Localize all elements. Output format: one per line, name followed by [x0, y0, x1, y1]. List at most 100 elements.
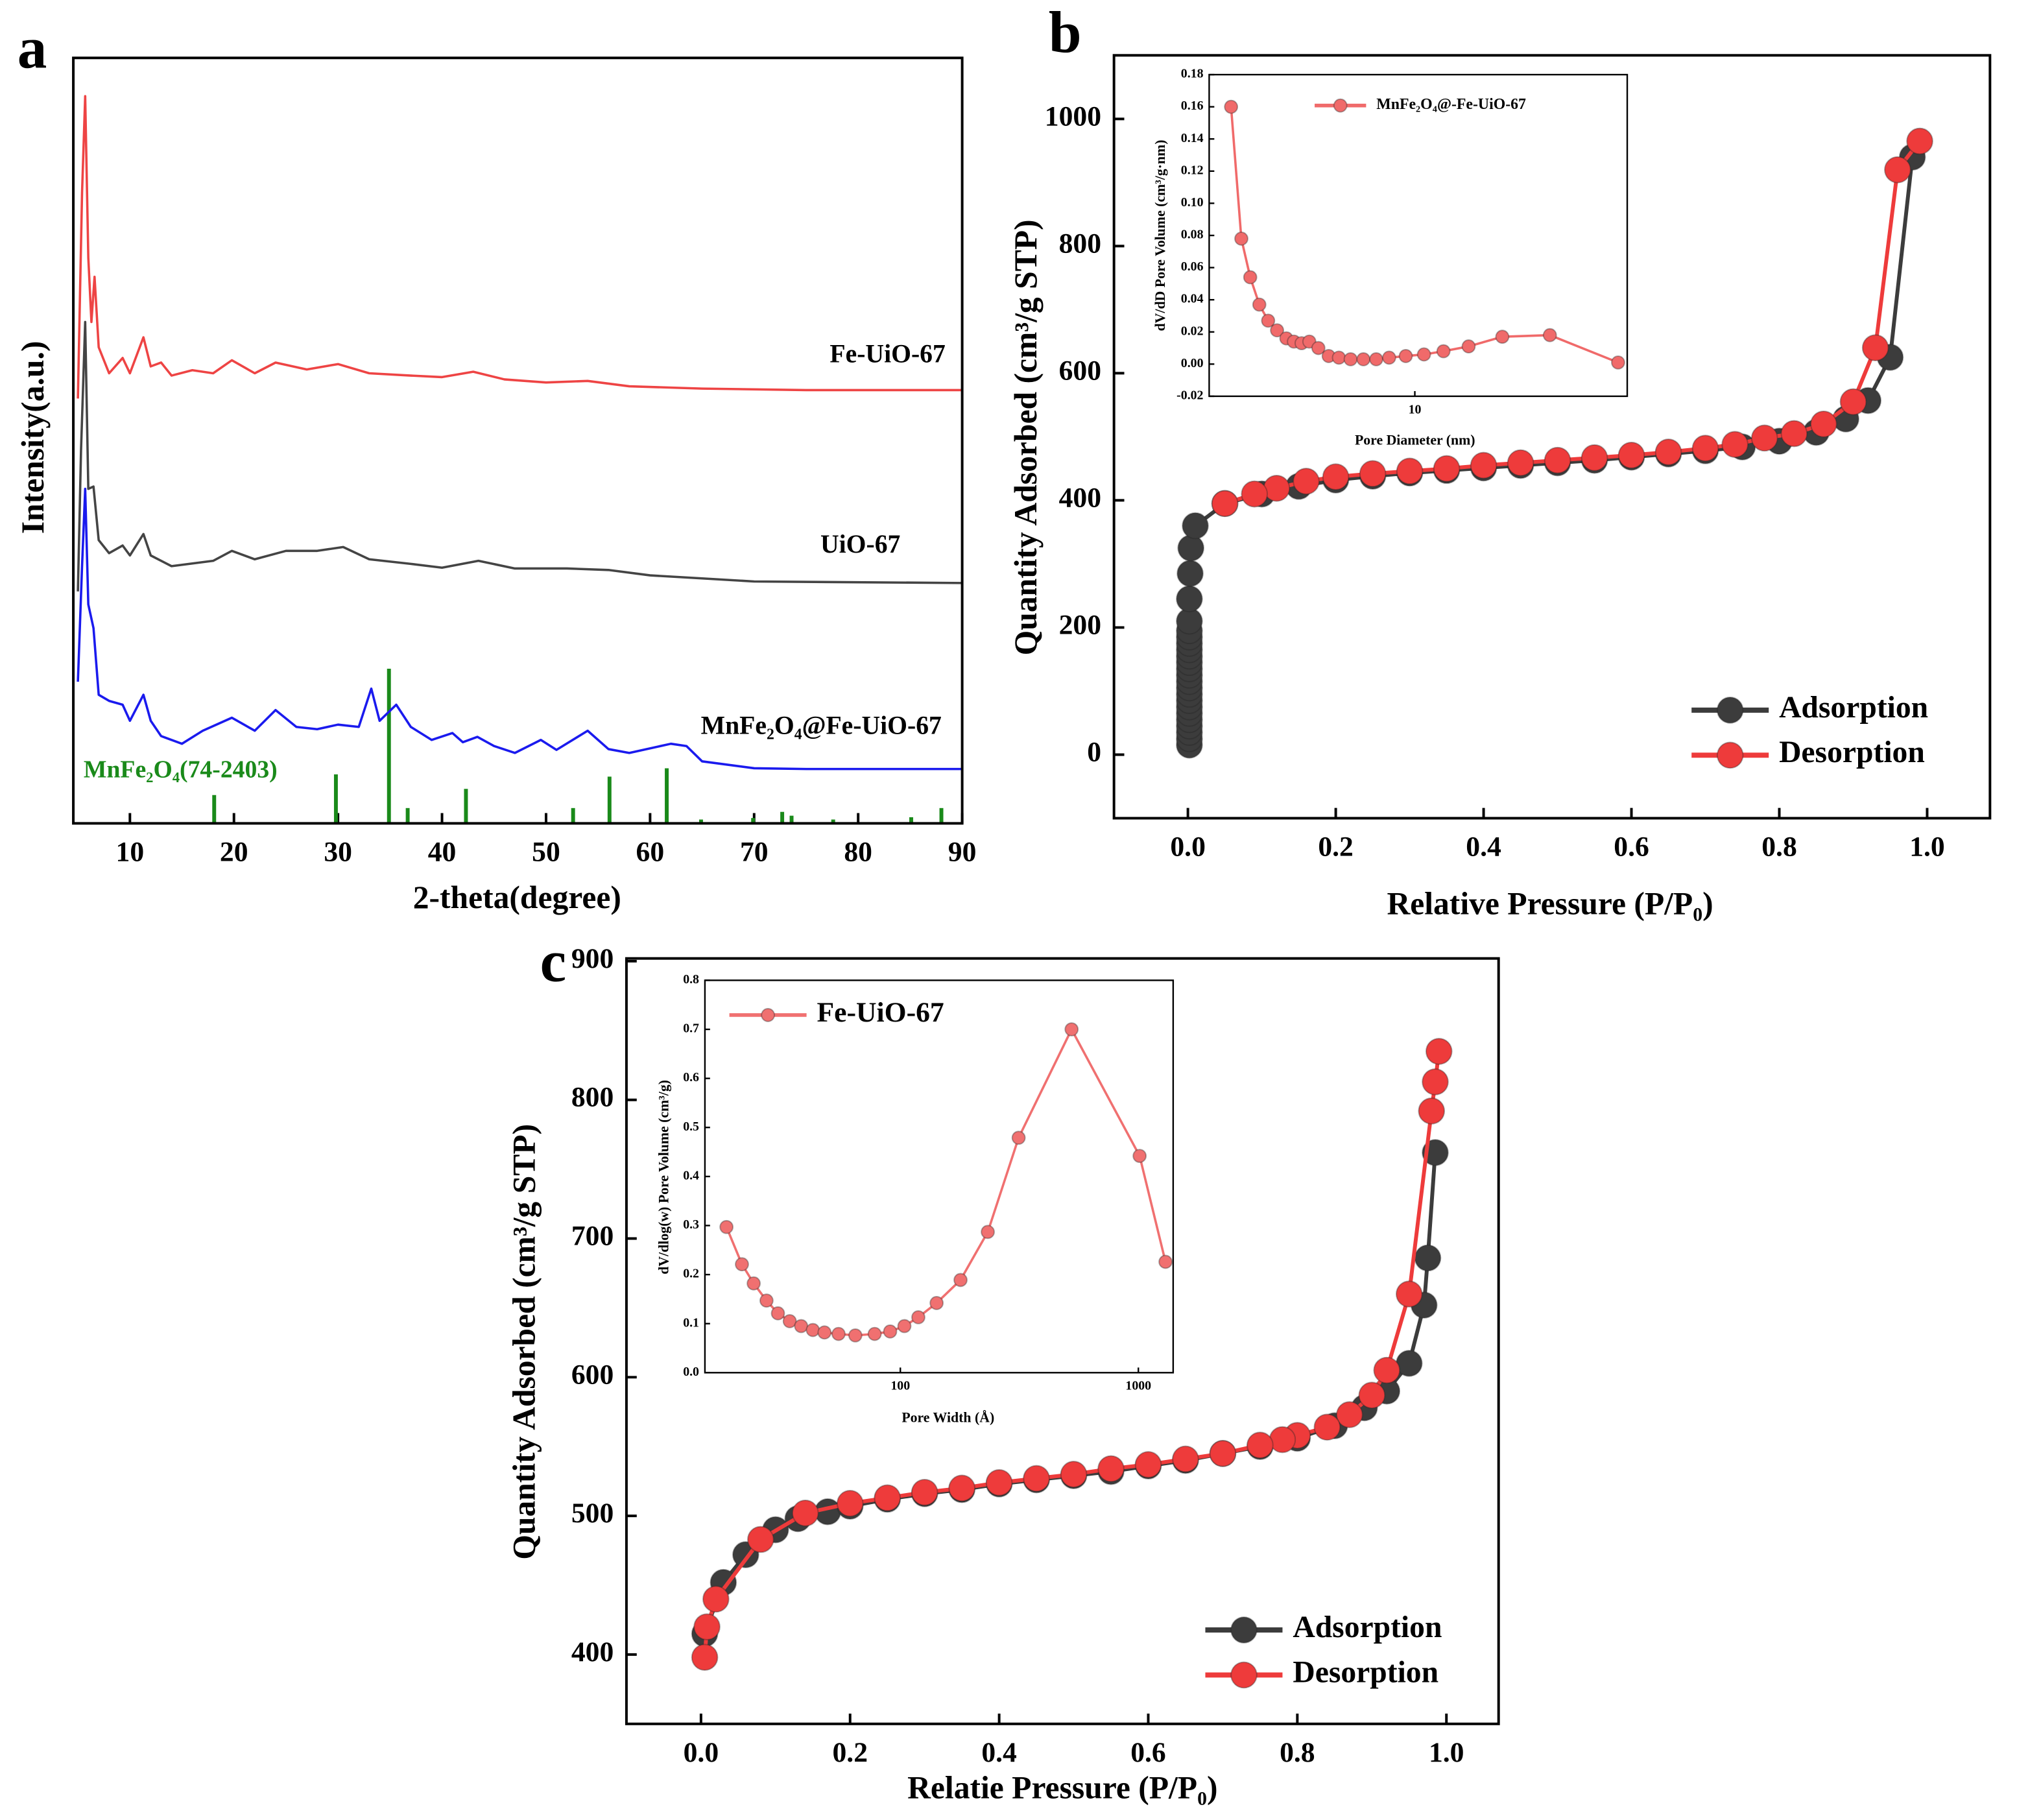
x-tick-label: 0.8 [1761, 831, 1797, 862]
legend-label: Fe-UiO-67 [817, 997, 944, 1028]
x-tick-label: 0.2 [832, 1737, 868, 1768]
data-point [702, 1585, 730, 1613]
data-point [1335, 1401, 1363, 1428]
data-point [1293, 468, 1320, 495]
data-point [1416, 347, 1431, 362]
x-axis-label: Pore Width (Å) [901, 1410, 994, 1426]
y-tick-label: 0.08 [1181, 228, 1204, 242]
y-tick-label: 0.3 [683, 1217, 699, 1232]
legend-marker [1230, 1616, 1258, 1644]
x-tick-label: 1000 [1125, 1379, 1151, 1393]
data-point [1507, 449, 1534, 477]
y-tick-label: 700 [571, 1221, 614, 1252]
data-point [1382, 350, 1396, 365]
x-tick-label: 60 [636, 836, 665, 867]
y-tick-label: 0.7 [683, 1022, 699, 1036]
data-point [1369, 352, 1383, 366]
y-tick-label: 0.02 [1181, 324, 1204, 338]
data-point [1425, 1038, 1453, 1065]
data-point [1331, 350, 1346, 365]
reference-label: MnFe₂O₄(74-2403) [84, 756, 278, 784]
panel-label: b [1049, 0, 1082, 65]
plot-frame [625, 957, 1500, 1725]
y-tick-label: 1000 [1045, 101, 1101, 132]
y-tick-label: 0.2 [683, 1267, 699, 1281]
data-point [1461, 339, 1476, 353]
y-tick-label: 600 [571, 1359, 614, 1390]
y-tick-label: 0.10 [1181, 195, 1204, 210]
data-point [883, 1324, 898, 1339]
data-point [719, 1219, 734, 1234]
data-point [1224, 99, 1239, 114]
data-point [981, 1225, 995, 1239]
data-point [806, 1323, 820, 1337]
data-point [1414, 1244, 1442, 1272]
x-tick-label: 1.0 [1429, 1737, 1464, 1768]
series-line [77, 320, 962, 592]
x-tick-label: 50 [532, 836, 560, 867]
data-point [1544, 446, 1571, 474]
data-point [948, 1474, 975, 1502]
data-point [1359, 460, 1387, 488]
x-axis-label: Relative Pressure (P/P₀) [1387, 886, 1713, 922]
data-point [746, 1276, 761, 1291]
x-axis-label: Pore Diameter (nm) [1355, 432, 1475, 448]
data-point [817, 1325, 832, 1340]
data-point [897, 1319, 912, 1334]
x-axis-label: Relatie Pressure (P/P₀) [907, 1769, 1217, 1805]
plot-frame [1208, 73, 1629, 398]
data-point [782, 1314, 797, 1328]
y-tick-label: 0.1 [683, 1315, 699, 1330]
data-point [1158, 1254, 1173, 1269]
data-point [1064, 1022, 1079, 1036]
data-point [1433, 455, 1461, 483]
series-line [725, 1028, 1167, 1337]
data-point [770, 1306, 785, 1321]
data-point [1721, 431, 1748, 458]
y-tick-label: 400 [1059, 482, 1101, 513]
data-point [1495, 329, 1510, 344]
y-tick-label: 0.04 [1181, 292, 1204, 306]
x-tick-label: 100 [890, 1379, 910, 1393]
y-tick-label: 500 [571, 1498, 614, 1529]
data-point [759, 1293, 774, 1308]
data-point [1269, 1426, 1296, 1454]
data-point [746, 1526, 774, 1553]
x-tick-label: 10 [116, 836, 145, 867]
data-point [1654, 438, 1682, 466]
data-point [1322, 463, 1350, 490]
y-tick-label: 400 [571, 1636, 614, 1668]
data-point [1542, 328, 1557, 342]
y-tick-label: 800 [1059, 228, 1101, 259]
y-tick-label: -0.02 [1176, 388, 1203, 402]
y-tick-label: 0.0 [683, 1365, 699, 1379]
x-tick-label: 0.6 [1614, 831, 1649, 862]
data-point [1211, 490, 1239, 518]
series-label: UiO-67 [820, 530, 900, 558]
data-point [1243, 270, 1258, 285]
data-point [1373, 1356, 1401, 1384]
data-point [1182, 512, 1209, 540]
y-tick-label: 0.5 [683, 1120, 699, 1134]
data-point [1176, 560, 1204, 587]
data-point [1436, 344, 1451, 359]
x-tick-label: 0.2 [1318, 831, 1354, 862]
data-point [1470, 451, 1498, 479]
panel-label: a [18, 15, 47, 80]
data-point [1172, 1445, 1199, 1473]
x-tick-label: 0.4 [1466, 831, 1501, 862]
data-point [1134, 1451, 1162, 1478]
data-point [867, 1326, 882, 1341]
data-point [1396, 457, 1424, 485]
y-tick-label: 0.18 [1181, 67, 1204, 81]
inset-background [1209, 75, 1628, 396]
data-point [1270, 323, 1284, 338]
x-tick-label: 0.0 [684, 1737, 719, 1768]
data-point [1311, 341, 1326, 355]
plot-frame [72, 56, 964, 825]
data-point [1422, 1068, 1449, 1096]
legend-label: Adsorption [1293, 1610, 1442, 1644]
data-point [985, 1468, 1013, 1496]
x-tick-label: 0.0 [1170, 831, 1206, 862]
